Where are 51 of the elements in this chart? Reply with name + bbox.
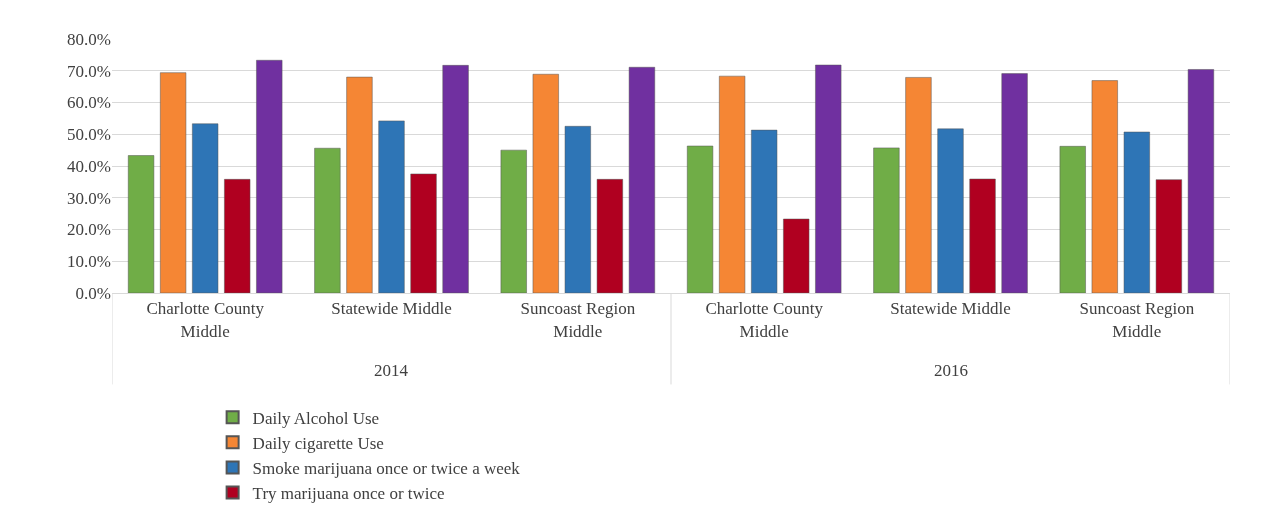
bar (128, 155, 155, 293)
bar (532, 73, 559, 293)
x-tick-label: Statewide Middle (331, 299, 452, 319)
legend-label: Smoke marijuana once or twice a week (252, 459, 521, 479)
bar (719, 75, 746, 293)
bar (442, 65, 469, 293)
x-tick-label: Statewide Middle (890, 299, 1011, 319)
legend-label: Daily Alcohol Use (252, 408, 380, 428)
bar (1091, 80, 1118, 293)
bar (1001, 73, 1028, 293)
x-tick-label: Charlotte County Middle (146, 299, 265, 341)
bar (905, 77, 932, 293)
text: 2016 (934, 361, 968, 380)
bar (783, 218, 810, 293)
bar (873, 147, 900, 293)
y-tick-label: 30.0% (67, 188, 111, 208)
bar (937, 128, 964, 293)
y-tick-label: 70.0% (67, 61, 111, 81)
y-tick-label: 0.0% (75, 283, 111, 303)
x-tick-label: Charlotte County Middle (705, 299, 824, 341)
bar (1059, 146, 1086, 293)
bar (192, 123, 219, 293)
legend-label: Daily cigarette Use (252, 433, 384, 453)
bar (256, 60, 283, 293)
bar (410, 173, 437, 293)
bar (1123, 131, 1150, 293)
y-tick-label: 60.0% (67, 93, 111, 113)
bar (628, 67, 655, 293)
legend-label: Try marijuana once or twice (252, 484, 445, 504)
x-tick-label: Suncoast Region Middle (520, 299, 636, 341)
bar (314, 147, 341, 293)
y-tick-label: 40.0% (67, 156, 111, 176)
bar (596, 179, 623, 293)
bar (378, 120, 405, 293)
y-tick-label: 80.0% (67, 29, 111, 49)
bar (1187, 69, 1214, 293)
text: 2014 (374, 361, 409, 380)
bar (1155, 179, 1182, 293)
bar (564, 126, 591, 293)
bar (224, 179, 251, 293)
bar (969, 178, 996, 293)
y-tick-label: 20.0% (67, 220, 111, 240)
bar (815, 64, 842, 293)
bar (687, 145, 714, 293)
y-tick-label: 50.0% (67, 125, 111, 145)
x-tick-label: Suncoast Region Middle (1079, 299, 1195, 341)
bar (346, 76, 373, 293)
bar (160, 72, 187, 293)
bar (500, 149, 527, 293)
bar (751, 129, 778, 293)
y-tick-label: 10.0% (67, 252, 111, 272)
